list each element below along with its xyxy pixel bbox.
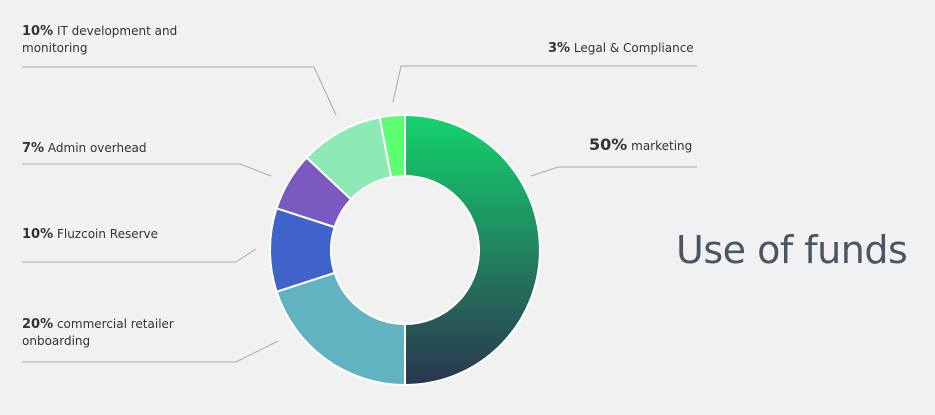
label-legal-compliance: 3% Legal & Compliance bbox=[548, 41, 694, 56]
leader-line-commercial bbox=[22, 340, 279, 363]
label-commercial-retailer: 20% commercial retailer onboarding bbox=[22, 317, 174, 348]
label-fluzcoin-reserve: 10% Fluzcoin Reserve bbox=[22, 227, 159, 242]
chart-title: Use of funds bbox=[676, 228, 908, 272]
leader-line-reserve bbox=[22, 248, 257, 263]
leader-line-legal bbox=[392, 65, 697, 103]
slice-commercial-retailer bbox=[275, 271, 406, 387]
label-admin-overhead: 7% Admin overhead bbox=[22, 141, 147, 156]
slice-marketing bbox=[404, 113, 541, 387]
leader-line-admin bbox=[22, 163, 272, 177]
label-it-development: 10% IT development and monitoring bbox=[22, 24, 178, 55]
leader-line-marketing bbox=[530, 166, 697, 177]
slice-legal-compliance bbox=[378, 113, 406, 179]
leader-line-it bbox=[22, 66, 337, 116]
label-marketing: 50% marketing bbox=[589, 135, 693, 154]
